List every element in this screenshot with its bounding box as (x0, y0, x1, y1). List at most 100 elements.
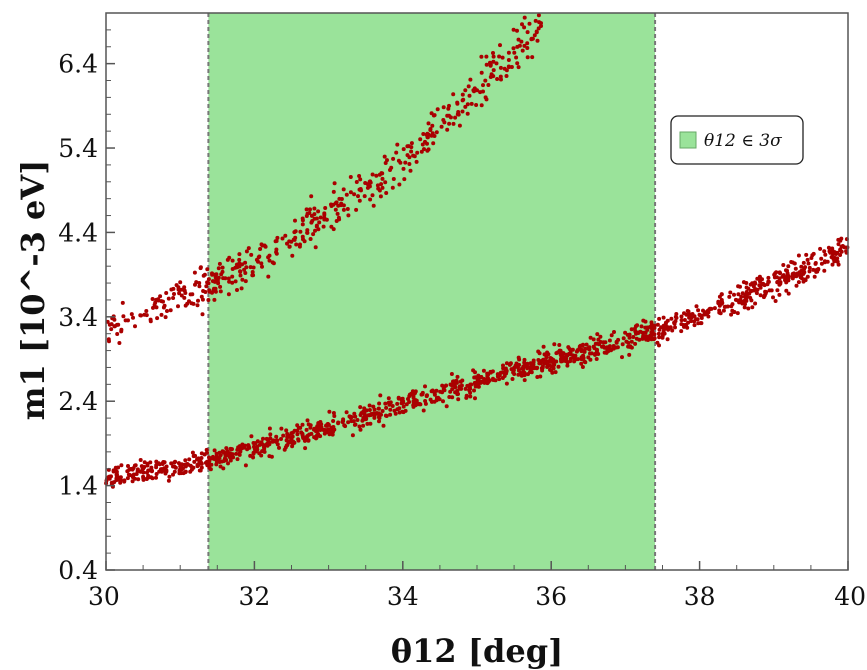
data-point-series-1 (300, 222, 305, 227)
data-point-series-1 (356, 194, 360, 199)
data-point-series-2 (242, 443, 247, 448)
x-axis-title: θ12 [deg] (391, 632, 563, 670)
data-point-series-1 (336, 215, 341, 220)
data-point-series-2 (500, 376, 505, 380)
data-point-series-1 (509, 65, 514, 69)
data-point-series-1 (298, 229, 303, 234)
data-point-series-2 (401, 410, 406, 415)
data-point-series-1 (511, 46, 516, 51)
data-point-series-2 (236, 445, 241, 450)
data-point-series-1 (479, 70, 484, 75)
data-point-series-2 (365, 421, 370, 426)
data-point-series-1 (380, 185, 385, 190)
data-point-series-2 (567, 347, 572, 351)
data-point-series-2 (536, 358, 541, 362)
data-point-series-2 (584, 342, 589, 347)
data-point-series-2 (138, 458, 143, 462)
data-point-series-2 (740, 291, 745, 296)
x-axis: 30 32 34 36 38 40 (88, 561, 866, 611)
data-point-series-2 (692, 314, 697, 319)
data-point-series-1 (240, 262, 245, 267)
data-point-series-2 (305, 433, 310, 438)
data-point-series-1 (483, 78, 488, 83)
data-point-series-1 (216, 281, 221, 286)
data-point-series-2 (393, 411, 398, 416)
data-point-series-1 (226, 276, 231, 281)
data-point-series-2 (665, 318, 670, 323)
data-point-series-1 (401, 147, 406, 152)
data-point-series-2 (581, 342, 585, 347)
data-point-series-1 (322, 217, 327, 222)
data-point-series-1 (218, 284, 223, 289)
x-tick-label: 36 (535, 582, 567, 611)
data-point-series-1 (479, 103, 484, 108)
data-point-series-1 (243, 260, 248, 265)
data-point-series-1 (291, 237, 296, 242)
y-tick-label: 4.4 (58, 218, 98, 247)
data-point-series-2 (819, 261, 824, 266)
data-point-series-1 (412, 154, 417, 159)
data-point-series-2 (571, 355, 576, 360)
data-point-series-2 (738, 284, 742, 289)
data-point-series-2 (514, 361, 519, 366)
data-point-series-2 (457, 385, 462, 390)
data-point-series-2 (629, 339, 634, 344)
data-point-series-1 (484, 62, 489, 67)
y-tick-label: 3.4 (58, 303, 98, 332)
data-point-series-2 (251, 455, 256, 460)
data-point-series-2 (154, 465, 159, 470)
data-point-series-2 (163, 471, 168, 476)
data-point-series-1 (212, 297, 217, 302)
data-point-series-1 (293, 229, 298, 234)
data-point-series-1 (112, 317, 117, 322)
data-point-series-1 (334, 219, 339, 223)
data-point-series-2 (441, 399, 445, 404)
data-point-series-2 (386, 396, 391, 401)
data-point-series-1 (409, 145, 414, 150)
data-point-series-1 (506, 58, 511, 62)
data-point-series-2 (485, 372, 490, 377)
data-point-series-2 (212, 448, 217, 453)
data-point-series-2 (797, 273, 802, 278)
data-point-series-2 (154, 472, 159, 476)
data-point-series-1 (430, 131, 435, 136)
x-tick-label: 38 (684, 582, 716, 611)
data-point-series-1 (172, 292, 176, 296)
data-point-series-1 (341, 207, 346, 212)
data-point-series-2 (415, 402, 419, 407)
data-point-series-1 (491, 74, 496, 79)
data-point-series-2 (331, 429, 335, 434)
data-point-series-2 (568, 350, 573, 355)
data-point-series-2 (548, 356, 553, 360)
data-point-series-1 (391, 177, 396, 181)
data-point-series-2 (401, 399, 406, 404)
data-point-series-2 (336, 420, 341, 425)
data-point-series-2 (376, 406, 381, 411)
data-point-series-2 (434, 388, 439, 393)
data-point-series-1 (418, 137, 423, 142)
data-point-series-1 (283, 233, 288, 238)
data-point-series-2 (173, 459, 178, 464)
data-point-series-1 (354, 207, 359, 212)
data-point-series-1 (322, 211, 327, 216)
data-point-series-2 (771, 295, 775, 300)
data-point-series-2 (679, 329, 684, 334)
data-point-series-2 (712, 306, 717, 311)
data-point-series-2 (251, 450, 256, 455)
data-point-series-2 (772, 272, 777, 277)
data-point-series-2 (766, 279, 771, 284)
data-point-series-1 (358, 177, 363, 182)
data-point-series-1 (237, 252, 242, 257)
data-point-series-1 (123, 318, 128, 323)
data-point-series-2 (694, 304, 699, 309)
data-point-series-2 (270, 439, 275, 444)
data-point-series-1 (176, 304, 180, 309)
data-point-series-1 (383, 161, 388, 165)
data-point-series-2 (550, 370, 555, 375)
data-point-series-1 (402, 177, 407, 182)
data-point-series-1 (522, 43, 527, 48)
data-point-series-1 (201, 273, 206, 278)
data-point-series-1 (512, 50, 517, 55)
data-point-series-1 (376, 186, 381, 191)
data-point-series-2 (608, 347, 612, 352)
